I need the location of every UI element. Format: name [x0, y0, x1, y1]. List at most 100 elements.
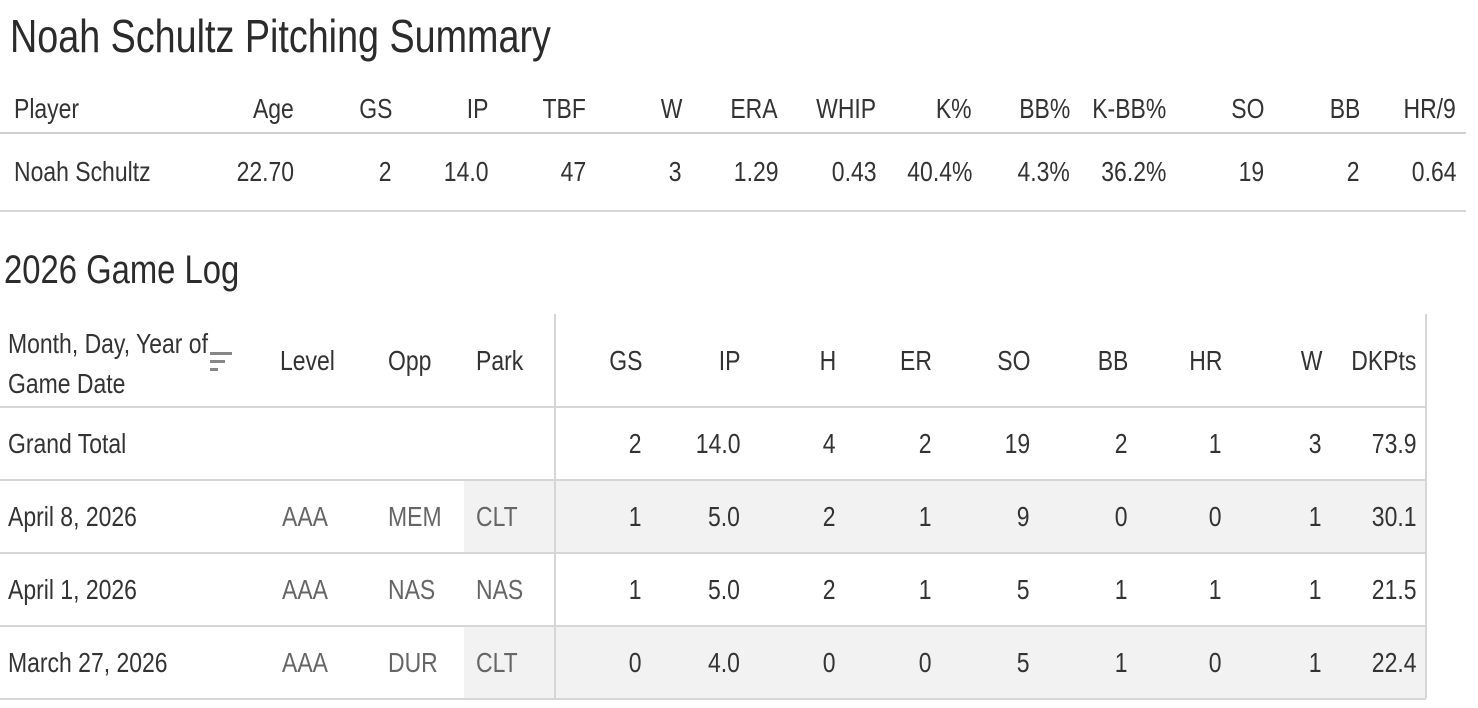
header-tbf[interactable]: TBF	[542, 93, 586, 124]
summary-player: Noah Schultz	[14, 156, 151, 187]
total-w: 3	[1309, 427, 1322, 459]
summary-gs: 2	[379, 156, 392, 187]
summary-so: 19	[1238, 156, 1264, 187]
row-er: 1	[919, 500, 932, 532]
row-w: 1	[1309, 573, 1322, 605]
header-player[interactable]: Player	[14, 93, 80, 124]
summary-w: 3	[669, 156, 682, 187]
table-row: March 27, 2026 AAA DUR CLT 0 4.0 0 0 5 1…	[0, 627, 1426, 700]
header-hr9[interactable]: HR/9	[1403, 93, 1456, 124]
total-h: 4	[823, 427, 836, 459]
header-whip[interactable]: WHIP	[816, 93, 876, 124]
table-row: April 1, 2026 AAA NAS NAS 1 5.0 2 1 5 1 …	[0, 554, 1426, 627]
summary-k-pct: 40.4%	[906, 156, 972, 187]
header-age[interactable]: Age	[253, 93, 294, 124]
header-gs[interactable]: GS	[358, 93, 392, 124]
total-er: 2	[919, 427, 932, 459]
row-er: 0	[919, 646, 932, 678]
row-date: March 27, 2026	[8, 646, 168, 678]
row-ip: 5.0	[708, 500, 740, 532]
header-bb[interactable]: BB	[1329, 93, 1360, 124]
row-park: CLT	[476, 500, 518, 532]
summary-era: 1.29	[733, 156, 778, 187]
header-gs[interactable]: GS	[608, 345, 642, 376]
row-bb: 1	[1115, 646, 1128, 678]
header-opp[interactable]: Opp	[388, 345, 432, 376]
row-level: AAA	[282, 646, 328, 678]
header-k-pct[interactable]: K%	[936, 93, 972, 124]
row-opp: MEM	[388, 500, 442, 532]
summary-whip: 0.43	[831, 156, 876, 187]
header-park[interactable]: Park	[476, 345, 524, 376]
header-h[interactable]: H	[819, 345, 836, 376]
header-ip[interactable]: IP	[718, 345, 740, 376]
row-dkpts: 30.1	[1371, 500, 1416, 532]
row-ip: 4.0	[708, 646, 740, 678]
game-log-header-row: Month, Day, Year of Game Date Level Opp …	[0, 316, 1426, 408]
header-bb-pct[interactable]: BB%	[1018, 93, 1070, 124]
row-hr: 0	[1209, 646, 1222, 678]
header-k-bb-pct[interactable]: K-BB%	[1091, 93, 1166, 124]
summary-k-bb-pct: 36.2%	[1100, 156, 1166, 187]
row-level: AAA	[282, 500, 328, 532]
row-h: 2	[823, 500, 836, 532]
total-bb: 2	[1115, 427, 1128, 459]
row-date: April 1, 2026	[8, 573, 137, 605]
summary-hr9: 0.64	[1411, 156, 1456, 187]
header-hr[interactable]: HR	[1188, 345, 1222, 376]
total-gs: 2	[629, 427, 642, 459]
row-hr: 1	[1209, 573, 1222, 605]
row-hr: 0	[1209, 500, 1222, 532]
row-h: 2	[823, 573, 836, 605]
row-level: AAA	[282, 573, 328, 605]
row-bb: 0	[1115, 500, 1128, 532]
row-park: NAS	[476, 573, 524, 605]
row-gs: 1	[629, 573, 642, 605]
header-w[interactable]: W	[660, 93, 682, 124]
header-level[interactable]: Level	[280, 345, 335, 376]
sort-descending-icon[interactable]	[208, 350, 234, 374]
game-log-title: 2026 Game Log	[4, 248, 240, 292]
grand-total-label: Grand Total	[8, 427, 127, 459]
header-er[interactable]: ER	[900, 345, 932, 376]
row-bb: 1	[1115, 573, 1128, 605]
row-park: CLT	[476, 646, 518, 678]
header-w[interactable]: W	[1300, 345, 1322, 376]
summary-tbf: 47	[560, 156, 586, 187]
header-dkpts[interactable]: DKPts	[1350, 345, 1416, 376]
row-opp: DUR	[388, 646, 438, 678]
page-title: Noah Schultz Pitching Summary	[10, 10, 551, 62]
summary-data-row: Noah Schultz 22.70 2 14.0 47 3 1.29 0.43…	[0, 134, 1466, 212]
total-so: 19	[1004, 427, 1030, 459]
row-so: 5	[1017, 646, 1030, 678]
row-opp: NAS	[388, 573, 436, 605]
row-gs: 1	[629, 500, 642, 532]
grand-total-row: Grand Total 2 14.0 4 2 19 2 1 3 73.9	[0, 408, 1426, 481]
summary-bb-pct: 4.3%	[1017, 156, 1070, 187]
summary-bb: 2	[1347, 156, 1360, 187]
row-w: 1	[1309, 646, 1322, 678]
row-h: 0	[823, 646, 836, 678]
row-er: 1	[919, 573, 932, 605]
header-bb[interactable]: BB	[1097, 345, 1128, 376]
summary-ip: 14.0	[443, 156, 488, 187]
row-dkpts: 21.5	[1371, 573, 1416, 605]
column-divider	[554, 314, 556, 698]
header-so[interactable]: SO	[1230, 93, 1264, 124]
header-game-date[interactable]: Month, Day, Year of Game Date	[8, 328, 208, 399]
row-so: 5	[1017, 573, 1030, 605]
table-row: April 8, 2026 AAA MEM CLT 1 5.0 2 1 9 0 …	[0, 481, 1426, 554]
header-ip[interactable]: IP	[466, 93, 488, 124]
row-gs: 0	[629, 646, 642, 678]
row-ip: 5.0	[708, 573, 740, 605]
summary-age: 22.70	[236, 156, 294, 187]
header-so[interactable]: SO	[996, 345, 1030, 376]
total-dkpts: 73.9	[1371, 427, 1416, 459]
table-right-border	[1425, 314, 1427, 698]
row-so: 9	[1017, 500, 1030, 532]
row-date: April 8, 2026	[8, 500, 137, 532]
row-dkpts: 22.4	[1371, 646, 1416, 678]
row-w: 1	[1309, 500, 1322, 532]
summary-header-row: Player Age GS IP TBF W ERA WHIP K% BB% K…	[0, 86, 1466, 134]
header-era[interactable]: ERA	[730, 93, 778, 124]
